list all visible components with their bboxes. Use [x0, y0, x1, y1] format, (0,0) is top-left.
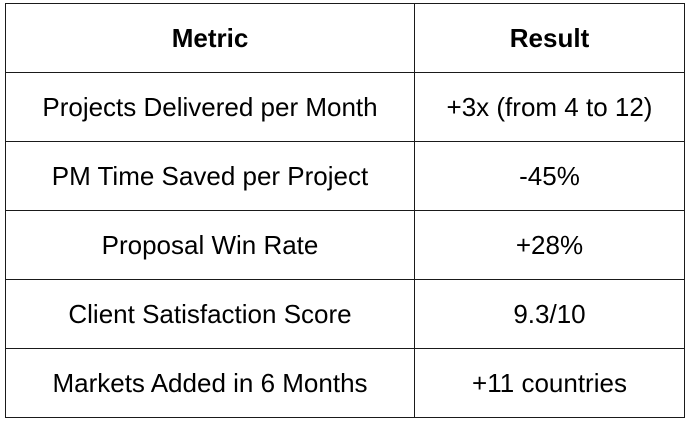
metric-cell: PM Time Saved per Project	[5, 141, 415, 211]
table-row: Proposal Win Rate +28%	[5, 210, 685, 280]
column-header-result: Result	[414, 3, 685, 73]
result-cell: -45%	[414, 141, 685, 211]
table-row: Projects Delivered per Month +3x (from 4…	[5, 72, 685, 142]
table-row: Client Satisfaction Score 9.3/10	[5, 279, 685, 349]
result-cell: 9.3/10	[414, 279, 685, 349]
metric-cell: Proposal Win Rate	[5, 210, 415, 280]
table-row: Markets Added in 6 Months +11 countries	[5, 348, 685, 418]
metric-cell: Client Satisfaction Score	[5, 279, 415, 349]
results-table: Metric Result Projects Delivered per Mon…	[5, 3, 685, 418]
result-cell: +11 countries	[414, 348, 685, 418]
table-row: PM Time Saved per Project -45%	[5, 141, 685, 211]
metric-cell: Markets Added in 6 Months	[5, 348, 415, 418]
column-header-metric: Metric	[5, 3, 415, 73]
result-cell: +28%	[414, 210, 685, 280]
table-header-row: Metric Result	[5, 3, 685, 73]
result-cell: +3x (from 4 to 12)	[414, 72, 685, 142]
metric-cell: Projects Delivered per Month	[5, 72, 415, 142]
